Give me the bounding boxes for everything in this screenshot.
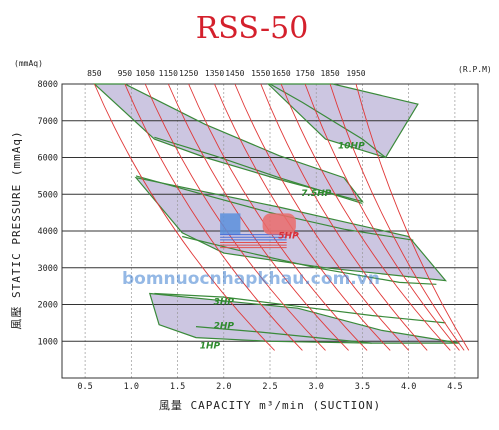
x-tick-label: 2.0 bbox=[216, 382, 231, 392]
x-tick-label: 1.0 bbox=[124, 382, 139, 392]
rpm-label-1750: 1750 bbox=[295, 69, 314, 78]
x-tick-label: 1.5 bbox=[170, 382, 185, 392]
y-tick-label: 8000 bbox=[38, 80, 58, 90]
y-tick-label: 3000 bbox=[38, 264, 58, 274]
operating-point-marker bbox=[220, 213, 296, 249]
marker-red-block bbox=[262, 213, 296, 235]
x-axis-label: 風量 CAPACITY m³/min (SUCTION) bbox=[159, 399, 381, 412]
rpm-line-1850 bbox=[329, 83, 465, 351]
rpm-line-850 bbox=[93, 83, 275, 351]
hp-curve-7_5hp_b bbox=[135, 175, 414, 241]
region-border-10hp bbox=[266, 83, 419, 159]
hp-curve-10hp_top bbox=[269, 83, 386, 158]
x-tick-label: 4.0 bbox=[401, 382, 416, 392]
rpm-label-1250: 1250 bbox=[179, 69, 198, 78]
rpm-line-1450 bbox=[234, 83, 410, 351]
region-border-1hp bbox=[148, 292, 460, 344]
x-tick-label: 4.5 bbox=[447, 382, 462, 392]
hp-label-2hp: 2HP bbox=[214, 321, 235, 331]
hp-label-10hp: 10HP bbox=[338, 141, 365, 151]
rpm-label-1050: 1050 bbox=[136, 69, 155, 78]
x-tick-label: 0.5 bbox=[77, 382, 92, 392]
rpm-label-850: 850 bbox=[87, 69, 102, 78]
x-tick-label: 3.0 bbox=[309, 382, 324, 392]
tick-label-layer: 850 950 1050 1150 1250 1350 1450 1550 1650 1750 18… bbox=[38, 69, 463, 392]
chart-title: RSS-50 bbox=[196, 11, 309, 46]
rpm-line-1150 bbox=[167, 83, 349, 351]
hp-curve-3hp_a bbox=[182, 235, 437, 285]
y-tick-label: 5000 bbox=[38, 190, 58, 200]
region-7_5hp bbox=[94, 84, 363, 202]
rpm-line-1650 bbox=[280, 83, 451, 351]
hp-curve-layer bbox=[92, 83, 460, 344]
y-unit-label: (mmAq) bbox=[14, 59, 43, 68]
y-tick-label: 6000 bbox=[38, 154, 58, 164]
rpm-label-1450: 1450 bbox=[225, 69, 244, 78]
hp-label-7_5hp: 7.5HP bbox=[301, 189, 331, 199]
region-border-7_5hp bbox=[92, 83, 364, 203]
rpm-label-1950: 1950 bbox=[346, 69, 365, 78]
hp-label-1hp: 1HP bbox=[200, 342, 221, 352]
y-tick-label: 1000 bbox=[38, 337, 58, 347]
hp-label-3hp: 3HP bbox=[214, 298, 235, 308]
rpm-label-1350: 1350 bbox=[205, 69, 224, 78]
x-tick-label: 2.5 bbox=[262, 382, 277, 392]
rpm-label-1650: 1650 bbox=[271, 69, 290, 78]
y-tick-label: 4000 bbox=[38, 227, 58, 237]
rpm-label-1850: 1850 bbox=[320, 69, 339, 78]
rpm-line-1750 bbox=[304, 83, 460, 351]
marker-blue-block bbox=[220, 213, 241, 235]
hp-curve-2hp_a bbox=[154, 292, 446, 324]
hp-label-layer: 10HP 7.5HP 5HP 3HP 2HP 1HP bbox=[200, 141, 365, 351]
y-tick-label: 2000 bbox=[38, 301, 58, 311]
rpm-label-1150: 1150 bbox=[159, 69, 178, 78]
x-tick-label: 3.5 bbox=[355, 382, 370, 392]
y-tick-label: 7000 bbox=[38, 117, 58, 127]
hp-curve-1hp_a bbox=[195, 326, 372, 344]
rpm-label-950: 950 bbox=[118, 69, 133, 78]
rpm-line-1950 bbox=[355, 83, 470, 351]
hp-label-5hp: 5HP bbox=[278, 231, 299, 241]
rpm-label-1550: 1550 bbox=[251, 69, 270, 78]
y-axis-label: 風壓 STATIC PRESSURE (mmAq) bbox=[10, 130, 23, 329]
rpm-unit-label: (R.P.M) bbox=[458, 65, 492, 74]
watermark: bomnuocnhapkhau.com.vn bbox=[122, 269, 380, 289]
rpm-line-950 bbox=[124, 83, 303, 351]
rpm-line-1550 bbox=[260, 83, 428, 351]
